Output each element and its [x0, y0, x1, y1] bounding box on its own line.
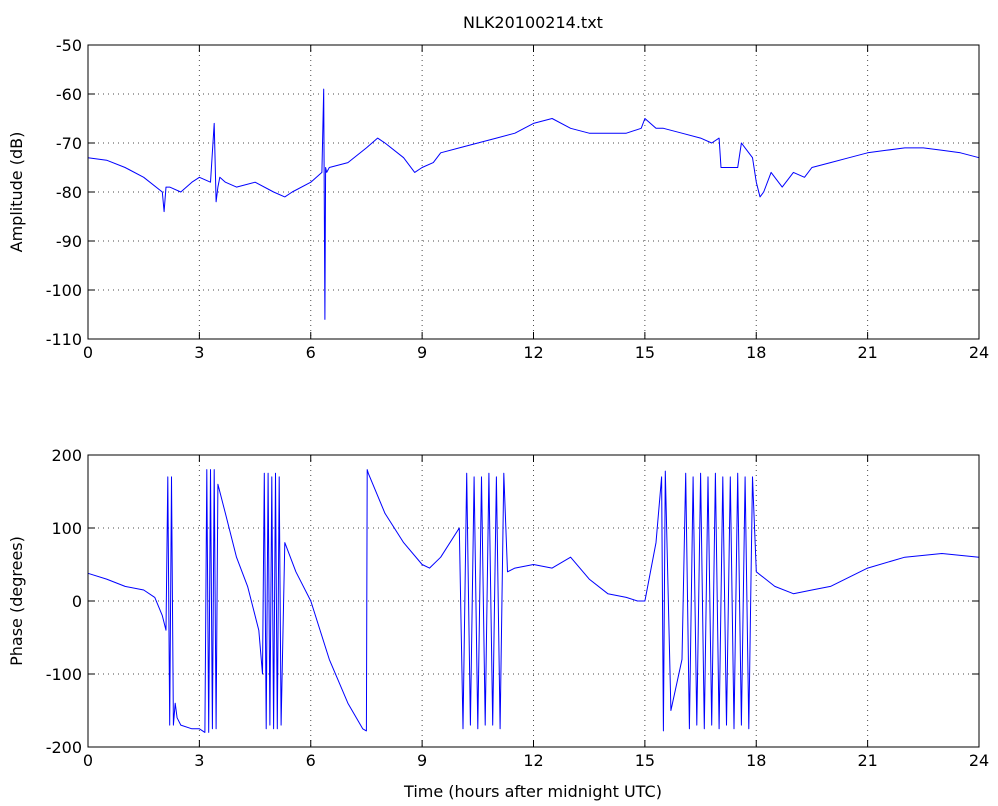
phase-x-tick-label: 0 — [83, 751, 93, 770]
phase-axes-frame — [87, 454, 980, 748]
phase-x-tick-label: 24 — [969, 751, 989, 770]
phase-x-tick-label: 15 — [635, 751, 655, 770]
phase-y-tick-label: 0 — [72, 592, 82, 611]
amplitude-y-tick-label: -70 — [56, 134, 82, 153]
phase-y-tick-label: -100 — [46, 665, 82, 684]
amplitude-grid — [88, 45, 979, 339]
phase-y-tick-label: -200 — [46, 738, 82, 757]
phase-x-tick-label: 9 — [417, 751, 427, 770]
phase-series — [87, 469, 980, 733]
time-x-axis-label: Time (hours after midnight UTC) — [403, 782, 662, 801]
amplitude-x-tick-label: 24 — [969, 343, 989, 362]
phase-x-tick-label: 18 — [746, 751, 766, 770]
amplitude-y-axis-label: Amplitude (dB) — [7, 132, 26, 253]
amplitude-x-tick-label: 0 — [83, 343, 93, 362]
phase-y-tick-label: 200 — [51, 446, 82, 465]
amplitude-y-tick-label: -80 — [56, 183, 82, 202]
phase-y-tick-label: 100 — [51, 519, 82, 538]
amplitude-x-tick-label: 21 — [857, 343, 877, 362]
phase-x-tick-label: 3 — [194, 751, 204, 770]
amplitude-panel: NLK20100214.txt 0 3 6 9 12 15 18 21 24 -110 -100 -9… — [7, 13, 989, 362]
amplitude-x-tick-label: 6 — [306, 343, 316, 362]
amplitude-x-tick-label: 3 — [194, 343, 204, 362]
amplitude-series — [87, 88, 980, 320]
phase-series-line — [87, 469, 980, 733]
amplitude-x-tick-label: 18 — [746, 343, 766, 362]
chart-title: NLK20100214.txt — [463, 13, 603, 32]
amplitude-y-tick-label: -60 — [56, 85, 82, 104]
amplitude-y-tick-label: -110 — [46, 330, 82, 349]
phase-panel: 0 3 6 9 12 15 18 21 24 -200 -100 0 100 200 Phase (deg… — [7, 446, 989, 801]
amplitude-series-line — [87, 88, 980, 320]
phase-x-tick-label: 21 — [857, 751, 877, 770]
amplitude-x-tick-label: 9 — [417, 343, 427, 362]
amplitude-axes-frame — [87, 44, 980, 340]
amplitude-y-tick-label: -50 — [56, 36, 82, 55]
amplitude-ticks: 0 3 6 9 12 15 18 21 24 -110 -100 -90 -80 -70 -60 -50 — [46, 36, 989, 362]
phase-x-tick-label: 6 — [306, 751, 316, 770]
phase-ticks: 0 3 6 9 12 15 18 21 24 -200 -100 0 100 200 — [46, 446, 989, 770]
phase-x-tick-label: 12 — [523, 751, 543, 770]
amplitude-x-tick-label: 12 — [523, 343, 543, 362]
amplitude-y-tick-label: -100 — [46, 281, 82, 300]
phase-y-axis-label: Phase (degrees) — [7, 536, 26, 666]
amplitude-y-tick-label: -90 — [56, 232, 82, 251]
amplitude-x-tick-label: 15 — [635, 343, 655, 362]
